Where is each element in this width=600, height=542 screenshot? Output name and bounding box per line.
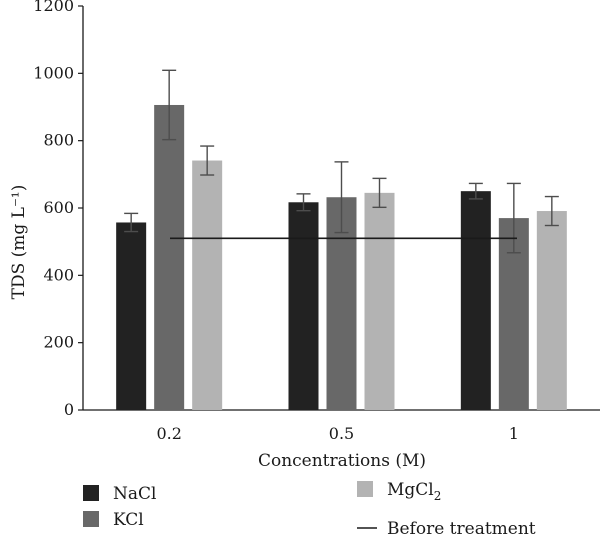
legend-label: MgCl2 <box>387 480 441 503</box>
y-axis-title: TDS (mg L⁻¹) <box>9 185 29 300</box>
y-tick-label: 800 <box>43 131 74 150</box>
legend-item: KCl <box>83 510 144 530</box>
bar-nacl-0_5 <box>288 202 319 410</box>
legend-swatch <box>357 481 373 497</box>
error-bar <box>468 182 483 200</box>
legend-label: KCl <box>113 510 144 530</box>
legend: NaCl KCl MgCl2 Before treatment <box>83 480 536 539</box>
bar-mgcl-0_2 <box>192 160 223 410</box>
y-axis: 0 200 400 600 800 1000 1200 <box>33 0 84 419</box>
bar-nacl-0_2 <box>116 222 147 410</box>
y-tick-label: 0 <box>64 400 74 419</box>
x-tick-label: 0.5 <box>329 424 354 443</box>
error-bar <box>544 195 559 227</box>
legend-swatch <box>83 485 99 501</box>
error-bar <box>200 145 215 176</box>
y-tick-label: 200 <box>43 333 74 352</box>
y-axis-title-text: TDS (mg L⁻¹) <box>9 185 29 300</box>
legend-label-text: NaCl <box>113 484 156 504</box>
error-bars <box>124 69 559 254</box>
error-bar <box>296 193 311 212</box>
bar-mgcl-1 <box>536 211 567 410</box>
legend-label-text: MgCl <box>387 480 434 500</box>
error-bar <box>334 161 349 234</box>
y-tick-label: 600 <box>43 198 74 217</box>
y-tick-label: 400 <box>43 265 74 284</box>
error-bar <box>372 177 387 209</box>
legend-item: Before treatment <box>357 519 536 539</box>
legend-label: NaCl <box>113 484 156 504</box>
error-bar <box>506 182 521 254</box>
bar-mgcl-0_5 <box>364 192 395 410</box>
bars <box>116 104 567 410</box>
x-tick-label: 1 <box>509 424 519 443</box>
legend-item: MgCl2 <box>357 480 441 503</box>
y-tick-label: 1000 <box>33 63 74 82</box>
y-tick-label: 1200 <box>33 0 74 15</box>
bar-kcl-0_2 <box>154 104 185 410</box>
legend-label-subscript: 2 <box>434 489 442 503</box>
x-axis-title: Concentrations (M) <box>258 451 426 471</box>
error-bar <box>124 212 139 233</box>
error-bar <box>162 69 177 141</box>
x-tick-label: 0.2 <box>156 424 181 443</box>
legend-label-text: KCl <box>113 510 144 530</box>
x-axis: 0.2 0.5 1 <box>83 409 600 443</box>
legend-swatch <box>83 511 99 527</box>
legend-label: Before treatment <box>387 519 536 537</box>
legend-item: NaCl <box>83 484 156 504</box>
bar-nacl-1 <box>460 191 491 410</box>
